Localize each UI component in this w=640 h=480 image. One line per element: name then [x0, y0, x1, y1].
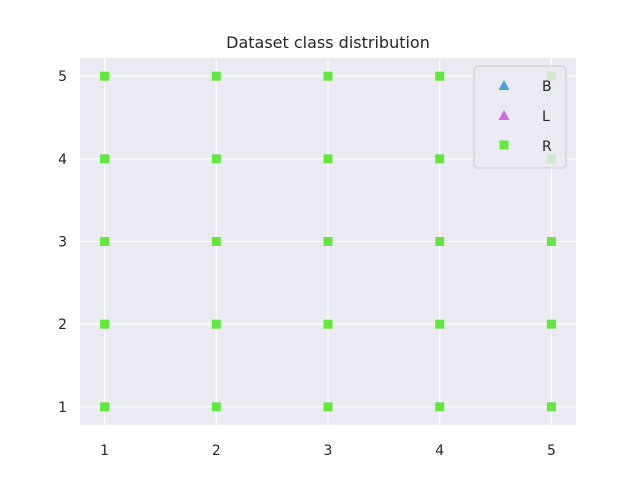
x-tick-label: 2	[212, 443, 221, 459]
data-point-R	[546, 319, 556, 329]
data-point-R	[211, 402, 221, 412]
data-point-R	[546, 402, 556, 412]
y-tick-label: 3	[58, 235, 67, 251]
y-tick-label: 5	[58, 69, 67, 85]
data-point-R	[100, 71, 110, 81]
data-point-R	[211, 237, 221, 246]
data-point-R	[211, 154, 221, 164]
legend-marker-L	[498, 110, 510, 120]
legend-box	[473, 65, 567, 169]
x-tick-label: 5	[547, 443, 556, 459]
data-point-R	[435, 319, 445, 329]
legend-label-R: R	[542, 139, 552, 155]
chart-title: Dataset class distribution	[226, 33, 430, 52]
legend: BLR	[473, 65, 567, 169]
data-point-R	[546, 237, 556, 246]
data-point-R	[323, 319, 333, 329]
x-tick-label: 1	[100, 443, 109, 459]
data-point-R	[323, 237, 333, 246]
x-tick-label: 4	[435, 443, 444, 459]
data-point-R	[435, 402, 445, 412]
y-tick-label: 1	[58, 400, 67, 416]
data-point-R	[323, 154, 333, 164]
data-point-R	[323, 71, 333, 81]
y-tick-label: 4	[58, 152, 67, 168]
data-point-R	[211, 71, 221, 81]
data-point-R	[100, 402, 110, 412]
data-point-R	[100, 319, 110, 329]
legend-label-L: L	[542, 109, 550, 125]
legend-marker-B	[498, 80, 510, 90]
y-tick-label: 2	[58, 317, 67, 333]
data-point-R	[435, 154, 445, 164]
legend-marker-R	[499, 140, 509, 150]
data-point-R	[211, 319, 221, 329]
x-tick-label: 3	[324, 443, 333, 459]
data-point-R	[100, 154, 110, 164]
tick-labels: 1 2 3 4 5 1 2 3 4 5	[58, 69, 556, 459]
data-point-R	[435, 237, 445, 246]
data-point-R	[323, 402, 333, 412]
data-point-R	[435, 71, 445, 81]
legend-label-B: B	[542, 79, 552, 95]
data-point-R	[100, 237, 110, 246]
